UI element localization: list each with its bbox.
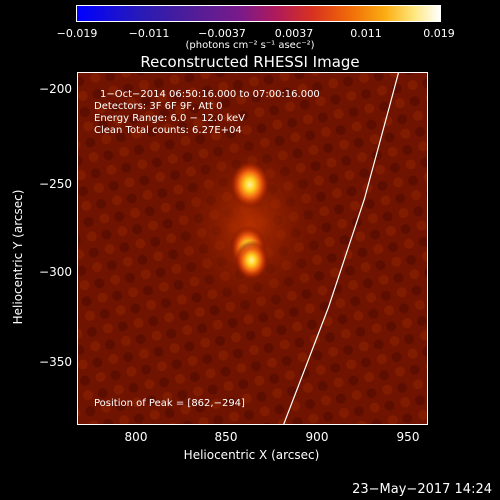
y-tick: −200 [39,82,72,96]
heatmap [78,73,427,424]
colorbar [76,5,441,22]
x-tick: 850 [214,430,238,444]
x-axis-label: Heliocentric X (arcsec) [183,448,320,462]
y-tick: −250 [39,177,72,191]
colorbar-tick: −0.011 [128,27,170,40]
info-time-range: 1−Oct−2014 06:50:16.000 to 07:00:16.000 [100,89,320,100]
colorbar-tick: 0.011 [350,27,382,40]
colorbar-tick: −0.019 [56,27,98,40]
solar-limb [283,73,399,424]
info-peak: Position of Peak = [862,−294] [94,398,245,409]
y-axis-label: Heliocentric Y (arcsec) [11,189,25,325]
y-tick: −350 [39,355,72,369]
plot-title: Reconstructed RHESSI Image [140,53,360,71]
info-clean: Clean Total counts: 6.27E+04 [94,125,242,136]
colorbar-tick: 0.019 [423,27,455,40]
colorbar-tick: −0.0037 [198,27,246,40]
y-tick: −300 [39,265,72,279]
x-tick: 950 [396,430,420,444]
info-detectors: Detectors: 3F 6F 9F, Att 0 [94,101,223,112]
xray-source [234,240,269,281]
colorbar-tick: 0.0037 [274,27,314,40]
x-tick: 900 [305,430,329,444]
info-energy: Energy Range: 6.0 − 12.0 keV [94,113,245,124]
colorbar-units: (photons cm⁻² s⁻¹ asec⁻²) [185,40,315,51]
image-plot [77,72,428,425]
x-tick: 800 [124,430,148,444]
xray-source [229,160,270,209]
timestamp: 23−May−2017 14:24 [352,482,492,497]
